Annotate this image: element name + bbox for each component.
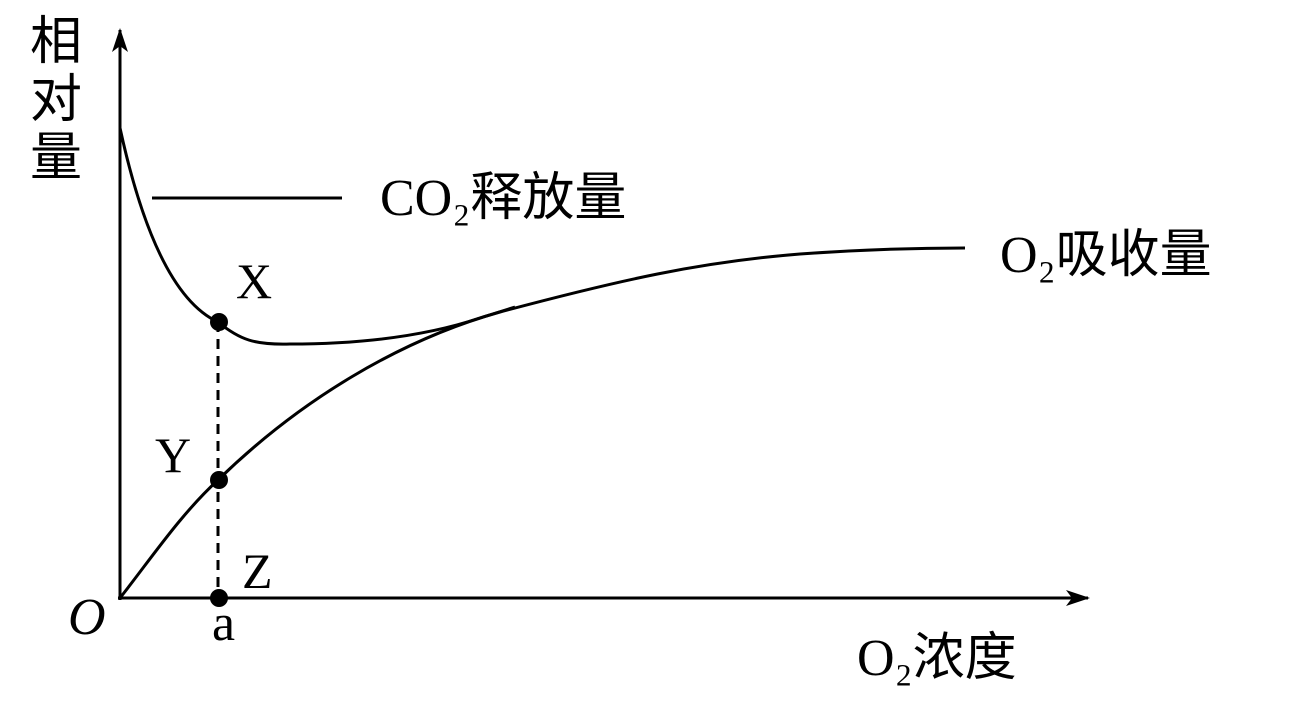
point-x bbox=[210, 313, 228, 331]
y-point-label: Y bbox=[155, 427, 191, 483]
point-y bbox=[210, 471, 228, 489]
co2-label: CO₂释放量 bbox=[380, 170, 626, 227]
x-point-label: X bbox=[236, 253, 272, 309]
point-z bbox=[210, 589, 228, 607]
y-axis-label: 相对量 bbox=[22, 13, 81, 187]
x-axis-label: O₂浓度 bbox=[857, 630, 1017, 687]
a-label: a bbox=[212, 595, 235, 652]
co2-curve bbox=[118, 127, 516, 346]
o2-label: O₂吸收量 bbox=[1000, 227, 1212, 284]
z-point-label: Z bbox=[242, 543, 273, 599]
origin-label: O bbox=[68, 589, 106, 646]
o2-curve bbox=[118, 246, 966, 599]
